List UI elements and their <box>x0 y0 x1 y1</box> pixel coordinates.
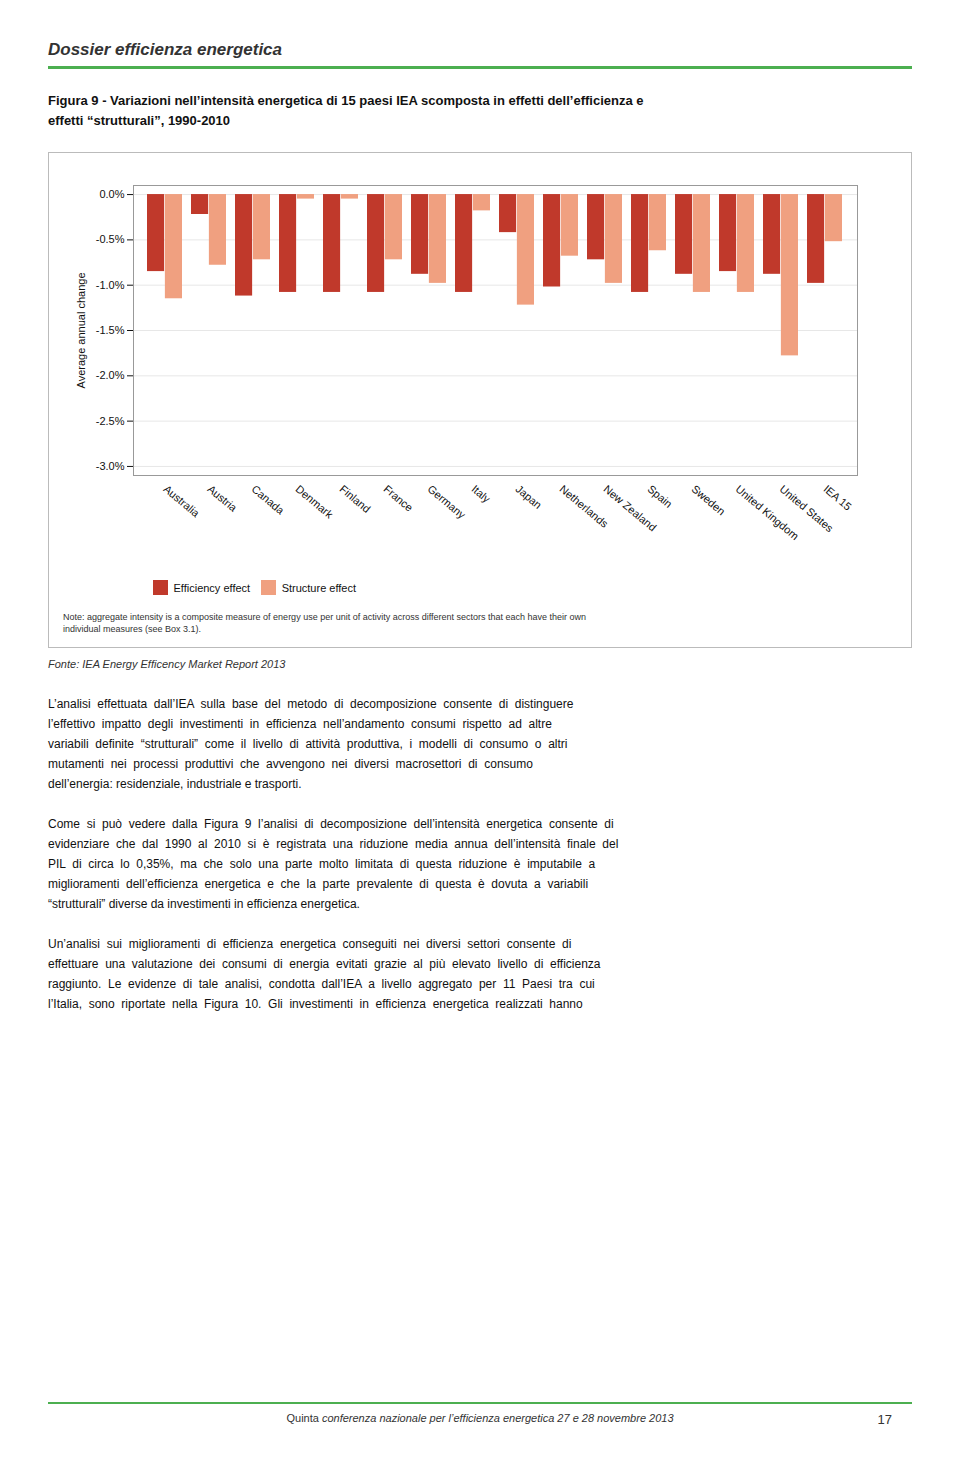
html-text:l’Italia, sono riportate nella: l’Italia, sono riportate nella Figura 10… <box>48 997 583 1012</box>
svg-text:Average annual change: Average annual change <box>75 272 87 388</box>
svg-text:-1.5%: -1.5% <box>96 324 125 336</box>
html-text:mutamenti nei processi produtt: mutamenti nei processi produttivi che av… <box>48 757 533 772</box>
svg-text:Germany: Germany <box>425 483 468 522</box>
svg-text:Sweden: Sweden <box>689 483 727 518</box>
svg-text:New Zealand: New Zealand <box>601 482 659 534</box>
html-text:Come si può vedere dalla Figur: Come si può vedere dalla Figura 9 l’anal… <box>48 817 614 832</box>
html-text:effetti “strutturali”, 1990-20: effetti “strutturali”, 1990-2010 <box>48 112 231 128</box>
svg-text:Finland: Finland <box>337 483 372 515</box>
svg-text:0.0%: 0.0% <box>99 188 124 200</box>
html-text:PIL di circa lo 0,35%, ma che: PIL di circa lo 0,35%, ma che solo una p… <box>48 857 596 872</box>
svg-text:United States: United States <box>777 482 836 535</box>
html-text:Efficiency effect: Efficiency effect <box>173 581 251 594</box>
html-text:L’analisi effettuata dall’IEA: L’analisi effettuata dall’IEA sulla base… <box>48 697 574 712</box>
svg-text:Denmark: Denmark <box>293 483 335 521</box>
svg-text:United Kingdom: United Kingdom <box>733 482 802 543</box>
html-text:evidenziare che dal 1990 al 20: evidenziare che dal 1990 al 2010 si è re… <box>48 837 619 852</box>
html-text:Dossier efficienza energetica: Dossier efficienza energetica <box>48 40 282 59</box>
html-text:Quinta conferenza nazionale pe: Quinta conferenza nazionale per l’effici… <box>286 1412 674 1424</box>
svg-text:Austria: Austria <box>205 483 240 515</box>
svg-text:Australia: Australia <box>161 483 202 520</box>
svg-text:-0.5%: -0.5% <box>96 233 125 245</box>
svg-text:Netherlands: Netherlands <box>557 482 611 530</box>
svg-text:Japan: Japan <box>513 483 544 511</box>
svg-text:France: France <box>381 483 415 514</box>
html-text:Fonte: IEA Energy Efficency Ma: Fonte: IEA Energy Efficency Market Repor… <box>48 658 286 671</box>
html-text:Structure effect: Structure effect <box>281 581 356 594</box>
html-text:dell’energia: residenziale, in: dell’energia: residenziale, industriale … <box>48 777 302 792</box>
svg-text:Canada: Canada <box>249 483 287 518</box>
svg-text:Spain: Spain <box>645 483 674 510</box>
svg-text:-2.5%: -2.5% <box>96 415 125 427</box>
svg-text:-3.0%: -3.0% <box>96 460 125 472</box>
html-text:l’effettivo impatto degli inve: l’effettivo impatto degli investimenti i… <box>48 717 552 732</box>
html-text:variabili definite “struttural: variabili definite “strutturali” come il… <box>48 737 568 752</box>
html-text:Note: aggregate intensity is a: Note: aggregate intensity is a composite… <box>63 612 587 634</box>
html-text:“strutturali” diverse da inves: “strutturali” diverse da investimenti in… <box>48 897 360 912</box>
html-text:Un’analisi sui miglioramenti d: Un’analisi sui miglioramenti di efficien… <box>48 937 572 952</box>
html-text:raggiunto. Le evidenze di tale: raggiunto. Le evidenze di tale analisi, … <box>48 977 595 992</box>
html-text:effettuare una valutazione dei: effettuare una valutazione dei consumi d… <box>48 957 601 972</box>
svg-text:-2.0%: -2.0% <box>96 369 125 381</box>
svg-text:Italy: Italy <box>469 483 493 505</box>
html-text:17: 17 <box>877 1412 892 1427</box>
html-text:Figura 9 - Variazioni nell’int: Figura 9 - Variazioni nell’intensità ene… <box>48 93 644 108</box>
html-text:miglioramenti dell’efficienza: miglioramenti dell’efficienza energetica… <box>48 877 589 892</box>
svg-text:-1.0%: -1.0% <box>96 279 125 291</box>
svg-text:IEA 15: IEA 15 <box>821 483 854 513</box>
